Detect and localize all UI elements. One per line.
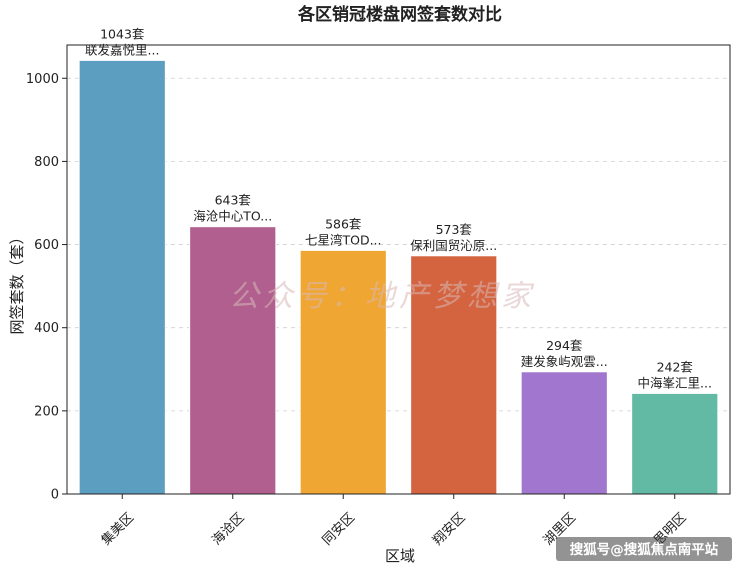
bar-value-label: 573套	[436, 222, 473, 237]
bar-project-label: 建发象屿观雲...	[521, 354, 608, 369]
plot-frame	[66, 44, 731, 495]
bar	[631, 392, 719, 495]
bar	[78, 59, 166, 495]
y-tick-label: 600	[34, 238, 59, 253]
bar-value-label: 586套	[325, 216, 362, 231]
bar-project-label: 中海峯汇里...	[638, 375, 712, 390]
y-tick-label: 1000	[26, 72, 59, 87]
bar	[299, 249, 387, 495]
x-tick-label: 集美区	[98, 510, 137, 549]
x-tick-label: 翔安区	[430, 510, 468, 548]
bar-project-label: 七星湾TOD...	[305, 232, 382, 247]
bar	[520, 371, 608, 495]
bar-value-label: 294套	[546, 338, 583, 353]
x-tick-label: 同安区	[320, 510, 358, 548]
chart-title: 各区销冠楼盘网签套数对比	[297, 4, 502, 25]
x-tick-label: 海沧区	[209, 510, 248, 549]
source-badge: 搜狐号@搜狐焦点南平站	[556, 537, 732, 561]
y-tick-label: 0	[51, 488, 59, 503]
bar	[189, 226, 277, 495]
y-axis-ticks: 0 200 400 600 800 1000	[26, 72, 67, 503]
x-axis-label: 区域	[385, 547, 415, 565]
bar-project-label: 海沧中心TO...	[193, 209, 272, 224]
bar-value-label: 242套	[657, 359, 694, 374]
source-badge-bg	[556, 537, 732, 561]
bar-value-label: 643套	[215, 193, 252, 208]
y-tick-label: 200	[34, 404, 59, 419]
y-tick-label: 400	[34, 321, 59, 336]
y-tick-label: 800	[34, 155, 59, 170]
grid-lines	[67, 77, 730, 412]
bar-project-label: 保利国贸沁原...	[410, 238, 497, 253]
source-text: 搜狐号@搜狐焦点南平站	[570, 541, 719, 558]
y-axis-label: 网签套数（套）	[8, 229, 26, 334]
watermark: 公众号：地产梦想家	[229, 279, 535, 314]
bar-value-label: 1043套	[100, 26, 145, 41]
bar-project-label: 联发嘉悦里...	[85, 42, 159, 57]
